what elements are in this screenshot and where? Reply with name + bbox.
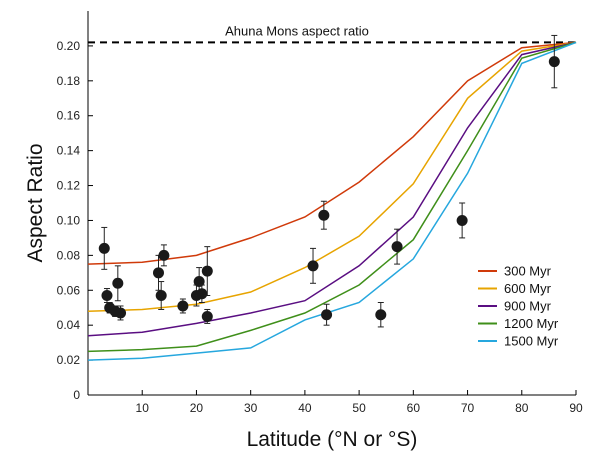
- model-series: [87, 41, 577, 361]
- data-point: [112, 265, 124, 302]
- data-point: [158, 244, 170, 267]
- data-point-marker: [201, 265, 213, 277]
- observation-points: [98, 34, 560, 328]
- data-point: [201, 308, 213, 324]
- axes: [87, 11, 576, 396]
- y-tick-label: 0.18: [57, 74, 81, 88]
- y-tick-label: 0.20: [57, 39, 81, 53]
- legend-label: 1500 Myr: [504, 334, 559, 349]
- data-point-marker: [321, 309, 333, 321]
- x-tick-label: 40: [298, 401, 312, 415]
- series-line-900-myr: [87, 41, 577, 337]
- y-tick-label: 0.06: [57, 283, 81, 297]
- data-point: [177, 298, 189, 314]
- series-line-1500-myr: [87, 41, 577, 361]
- data-point-marker: [391, 241, 403, 253]
- data-point-marker: [115, 307, 127, 319]
- series-line-600-myr: [87, 41, 577, 312]
- y-tick-label: 0.16: [57, 109, 81, 123]
- data-point: [375, 301, 387, 328]
- x-tick-label: 60: [407, 401, 421, 415]
- y-tick-label: 0.08: [57, 248, 81, 262]
- data-point: [201, 246, 213, 297]
- data-point-marker: [196, 288, 208, 300]
- x-tick-label: 10: [136, 401, 150, 415]
- y-tick-label: 0.10: [57, 213, 81, 227]
- legend: 300 Myr 600 Myr 900 Myr 1200 Myr 1500 Myr: [478, 264, 559, 349]
- data-point-marker: [193, 276, 205, 288]
- data-point-marker: [318, 209, 330, 221]
- data-point: [548, 34, 560, 89]
- x-tick-label: 50: [352, 401, 366, 415]
- reference-line-label: Ahuna Mons aspect ratio: [225, 23, 369, 38]
- data-point-marker: [98, 242, 110, 254]
- y-axis-title: Aspect Ratio: [24, 143, 47, 262]
- legend-label: 600 Myr: [504, 281, 552, 296]
- reference-line-group: Ahuna Mons aspect ratio: [88, 23, 576, 44]
- data-point-marker: [152, 267, 164, 279]
- legend-label: 900 Myr: [504, 299, 552, 314]
- data-point-marker: [155, 290, 167, 302]
- y-tick-label: 0: [73, 388, 80, 402]
- x-ticks: 10 20 30 40 50 60 70 80 90: [136, 390, 583, 415]
- data-point: [307, 247, 319, 284]
- data-point-marker: [456, 214, 468, 226]
- data-point: [196, 284, 208, 303]
- data-point-marker: [101, 290, 113, 302]
- x-axis-title: Latitude (°N or °S): [247, 428, 418, 451]
- y-tick-label: 0.12: [57, 179, 81, 193]
- series-line-1200-myr: [87, 41, 577, 353]
- legend-label: 1200 Myr: [504, 316, 559, 331]
- data-point: [318, 200, 330, 230]
- x-tick-label: 70: [461, 401, 475, 415]
- x-tick-label: 30: [244, 401, 258, 415]
- x-tick-label: 90: [569, 401, 583, 415]
- data-point: [391, 228, 403, 265]
- legend-label: 300 Myr: [504, 264, 552, 279]
- data-point-marker: [548, 56, 560, 68]
- data-point: [101, 288, 113, 303]
- data-point: [456, 202, 468, 239]
- x-tick-label: 20: [190, 401, 204, 415]
- y-ticks: 0 0.02 0.04 0.06 0.08 0.10 0.12 0.14 0.16 0.18 0.2…: [57, 39, 93, 402]
- data-point: [98, 226, 110, 270]
- y-tick-label: 0.14: [57, 144, 81, 158]
- series-line-300-myr: [87, 41, 577, 265]
- data-point-marker: [177, 300, 189, 312]
- data-point-marker: [375, 309, 387, 321]
- data-point-marker: [112, 277, 124, 289]
- data-point: [115, 305, 127, 321]
- y-tick-label: 0.02: [57, 353, 81, 367]
- data-point: [152, 254, 164, 291]
- data-point-marker: [158, 249, 170, 261]
- data-point: [155, 281, 167, 310]
- x-tick-label: 80: [515, 401, 529, 415]
- data-point-marker: [307, 260, 319, 272]
- data-point-marker: [201, 310, 213, 322]
- y-tick-label: 0.04: [57, 318, 81, 332]
- data-point: [321, 303, 333, 326]
